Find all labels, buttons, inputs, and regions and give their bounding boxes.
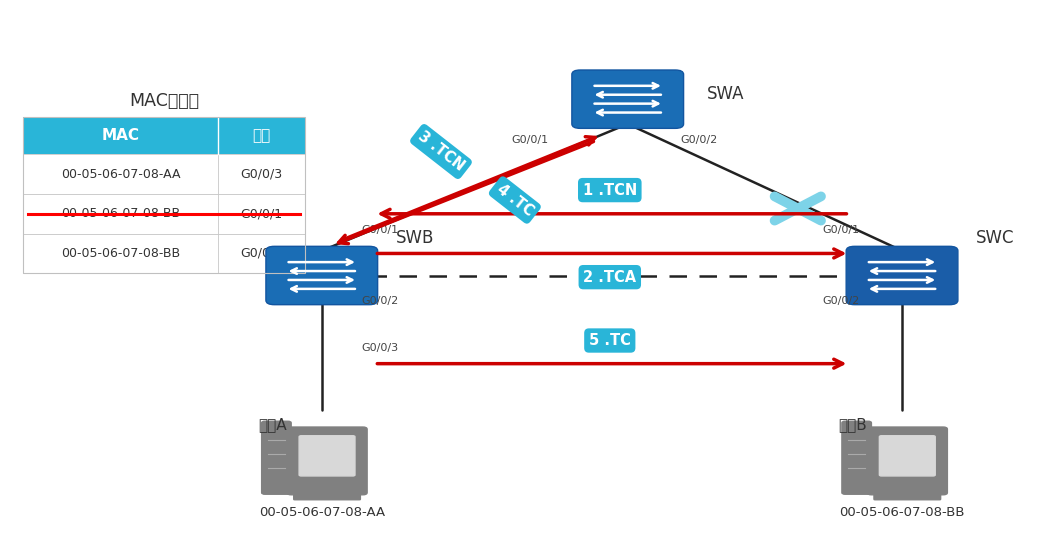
Text: 主机A: 主机A	[258, 417, 287, 432]
Text: G0/0/2: G0/0/2	[362, 296, 399, 306]
Text: 00-05-06-07-08-BB: 00-05-06-07-08-BB	[840, 506, 964, 519]
FancyBboxPatch shape	[880, 436, 935, 476]
FancyBboxPatch shape	[287, 427, 367, 495]
Text: G0/0/2: G0/0/2	[823, 296, 860, 306]
FancyBboxPatch shape	[300, 436, 354, 476]
Text: G0/0/3: G0/0/3	[362, 343, 399, 353]
Text: SWA: SWA	[707, 85, 745, 102]
Text: G0/0/1: G0/0/1	[241, 207, 283, 220]
Text: MAC地址表: MAC地址表	[129, 93, 199, 110]
FancyBboxPatch shape	[846, 246, 958, 305]
Text: G0/0/3: G0/0/3	[241, 168, 283, 181]
FancyBboxPatch shape	[572, 70, 684, 128]
FancyBboxPatch shape	[867, 427, 947, 495]
Text: 5 .TC: 5 .TC	[589, 333, 631, 348]
Text: G0/0/2: G0/0/2	[680, 135, 717, 145]
Text: 4 .TC: 4 .TC	[494, 181, 536, 219]
Text: 2 .TCA: 2 .TCA	[583, 269, 636, 285]
Text: G0/0/1: G0/0/1	[823, 225, 860, 235]
FancyBboxPatch shape	[23, 154, 305, 194]
Text: 3 .TCN: 3 .TCN	[415, 129, 467, 174]
Text: G0/0/2: G0/0/2	[241, 247, 283, 260]
FancyBboxPatch shape	[874, 494, 941, 500]
Text: 端口: 端口	[252, 128, 271, 143]
FancyBboxPatch shape	[262, 422, 291, 494]
FancyBboxPatch shape	[266, 246, 378, 305]
Text: 主机B: 主机B	[839, 417, 867, 432]
FancyBboxPatch shape	[23, 234, 305, 273]
Text: 00-05-06-07-08-AA: 00-05-06-07-08-AA	[61, 168, 180, 181]
FancyBboxPatch shape	[842, 422, 871, 494]
FancyBboxPatch shape	[293, 494, 361, 500]
Text: SWB: SWB	[396, 229, 434, 247]
FancyBboxPatch shape	[23, 194, 305, 234]
Text: 00-05-06-07-08-BB: 00-05-06-07-08-BB	[61, 247, 180, 260]
Text: 00-05-06-07-08-AA: 00-05-06-07-08-AA	[258, 506, 385, 519]
Text: MAC: MAC	[101, 128, 140, 143]
FancyBboxPatch shape	[23, 117, 305, 154]
Text: G0/0/1: G0/0/1	[362, 225, 399, 235]
Text: 00-05-06-07-08-BB: 00-05-06-07-08-BB	[61, 207, 180, 220]
Text: G0/0/1: G0/0/1	[512, 135, 549, 145]
Text: 1 .TCN: 1 .TCN	[582, 182, 637, 198]
Text: SWC: SWC	[976, 229, 1014, 247]
